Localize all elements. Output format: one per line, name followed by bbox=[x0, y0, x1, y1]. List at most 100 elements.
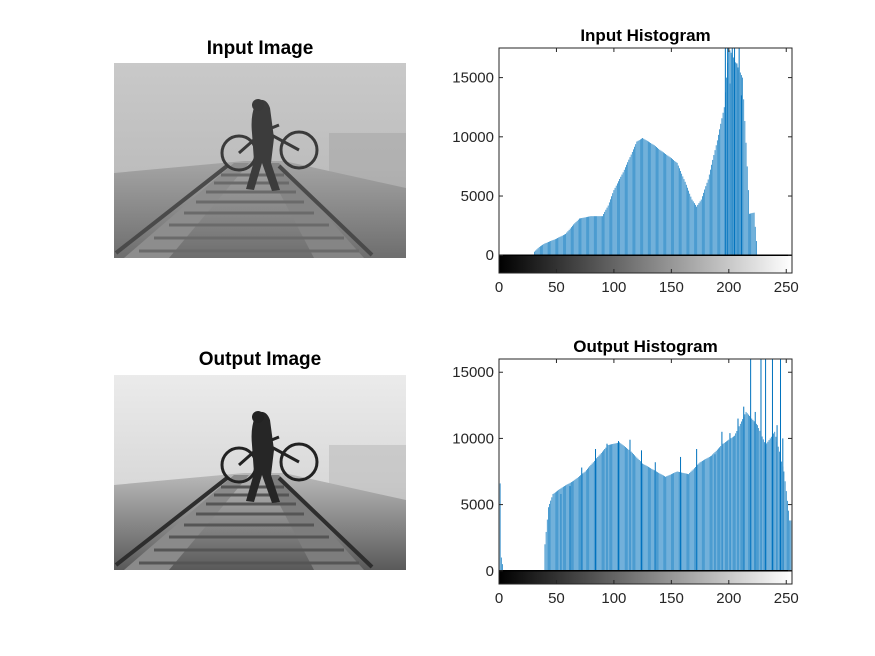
histogram-bar bbox=[552, 494, 554, 571]
histogram-bar bbox=[550, 241, 552, 256]
histogram-bar bbox=[603, 214, 604, 256]
histogram-bar bbox=[549, 503, 550, 571]
histogram-bar bbox=[657, 472, 658, 571]
histogram-bar bbox=[591, 463, 593, 571]
histogram-bar bbox=[708, 456, 710, 571]
histogram-bar bbox=[554, 492, 556, 571]
histogram-bar bbox=[700, 461, 702, 571]
histogram-bar bbox=[575, 478, 577, 571]
histogram-bar bbox=[502, 564, 503, 571]
histogram-bar bbox=[749, 415, 750, 571]
histogram-bar bbox=[549, 241, 550, 256]
histogram-bar bbox=[788, 510, 789, 571]
histogram-bar bbox=[619, 442, 620, 571]
x-tick-label: 50 bbox=[548, 279, 565, 296]
histogram-bar bbox=[703, 460, 704, 571]
histogram-bar bbox=[634, 146, 635, 256]
histogram-bar bbox=[584, 471, 586, 571]
histogram-spike bbox=[696, 449, 698, 571]
histogram-bar bbox=[712, 454, 714, 571]
histogram-bar bbox=[603, 450, 604, 571]
histogram-bar bbox=[687, 473, 688, 571]
histogram-bar bbox=[582, 217, 584, 256]
histogram-spike bbox=[780, 359, 782, 571]
histogram-bar bbox=[651, 143, 653, 256]
y-tick-label: 15000 bbox=[452, 70, 494, 87]
x-tick-label: 150 bbox=[659, 590, 684, 607]
histogram-bar bbox=[697, 204, 699, 256]
histogram-bar bbox=[559, 236, 561, 256]
histogram-bar bbox=[653, 470, 655, 571]
histogram-bar bbox=[553, 239, 555, 256]
histogram-bar bbox=[669, 157, 671, 256]
histogram-spike bbox=[680, 456, 682, 571]
histogram-bar bbox=[561, 487, 563, 571]
histogram-spike bbox=[776, 425, 778, 571]
histogram-bar bbox=[657, 147, 658, 256]
histogram-bar bbox=[764, 442, 765, 571]
histogram-bar bbox=[629, 157, 631, 256]
histogram-bar bbox=[707, 457, 709, 571]
histogram-bar bbox=[600, 216, 602, 256]
histogram-bar bbox=[548, 241, 549, 256]
histogram-bar bbox=[668, 475, 670, 571]
histogram-bar bbox=[710, 456, 711, 571]
histogram-bar bbox=[616, 183, 618, 256]
histogram-bar bbox=[680, 170, 681, 256]
histogram-bar bbox=[584, 217, 586, 256]
histogram-bar bbox=[753, 212, 755, 256]
histogram-bar bbox=[681, 472, 683, 571]
histogram-bar bbox=[620, 176, 622, 256]
histogram-bar bbox=[638, 140, 640, 256]
histogram-bar bbox=[642, 138, 643, 256]
histogram-bar bbox=[576, 477, 578, 571]
histogram-bar bbox=[611, 196, 612, 256]
histogram-bar bbox=[635, 456, 637, 571]
histogram-spike bbox=[617, 441, 619, 571]
histogram-bar bbox=[728, 48, 730, 256]
histogram-bar bbox=[685, 184, 687, 256]
histogram-bar bbox=[544, 243, 546, 256]
histogram-bar bbox=[739, 72, 741, 256]
histogram-bar bbox=[690, 196, 692, 256]
histogram-bar bbox=[781, 461, 783, 571]
histogram-bar bbox=[677, 471, 679, 571]
histogram-bar bbox=[639, 461, 641, 571]
histogram-bar bbox=[658, 148, 660, 256]
histogram-bar bbox=[566, 484, 568, 571]
histogram-bar bbox=[576, 220, 578, 256]
histogram-spike bbox=[765, 359, 767, 571]
histogram-bar bbox=[536, 249, 538, 256]
input-image bbox=[114, 63, 406, 258]
histogram-bar bbox=[639, 139, 641, 256]
histogram-bar bbox=[597, 456, 599, 571]
histogram-bar bbox=[562, 235, 564, 256]
x-tick-label: 0 bbox=[495, 279, 503, 296]
histogram-bar bbox=[599, 454, 601, 571]
histogram-bars bbox=[499, 359, 792, 571]
histogram-bar bbox=[633, 149, 634, 256]
histogram-bar bbox=[747, 414, 749, 571]
histogram-bar bbox=[556, 238, 557, 256]
histogram-bar bbox=[622, 172, 624, 256]
histogram-bar bbox=[673, 160, 675, 256]
histogram-bar bbox=[627, 162, 629, 256]
input-histogram-title: Input Histogram bbox=[580, 26, 711, 45]
histogram-bar bbox=[672, 473, 673, 571]
histogram-bar bbox=[742, 419, 743, 571]
histogram-bar bbox=[749, 213, 750, 256]
histogram-bar bbox=[733, 436, 734, 571]
histogram-bar bbox=[559, 489, 561, 571]
histogram-bar bbox=[626, 164, 627, 256]
histogram-bar bbox=[550, 500, 552, 571]
histogram-bar bbox=[684, 473, 686, 571]
histogram-bar bbox=[604, 211, 606, 256]
histogram-spike bbox=[560, 494, 562, 571]
histogram-bar bbox=[612, 193, 614, 256]
histogram-bar bbox=[637, 140, 639, 256]
histogram-bar bbox=[736, 431, 738, 571]
histogram-bar bbox=[579, 218, 580, 256]
histogram-bar bbox=[553, 493, 555, 571]
histogram-bar bbox=[687, 187, 688, 256]
histogram-bar bbox=[658, 472, 660, 571]
